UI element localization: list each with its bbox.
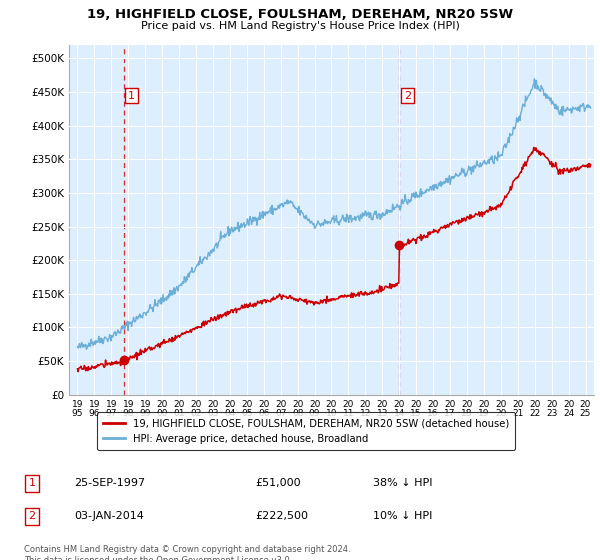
Text: 2: 2 [404, 91, 411, 101]
Text: 2: 2 [29, 511, 35, 521]
Text: 1: 1 [29, 478, 35, 488]
Text: 03-JAN-2014: 03-JAN-2014 [74, 511, 144, 521]
Text: Price paid vs. HM Land Registry's House Price Index (HPI): Price paid vs. HM Land Registry's House … [140, 21, 460, 31]
Text: £51,000: £51,000 [255, 478, 301, 488]
Legend: 19, HIGHFIELD CLOSE, FOULSHAM, DEREHAM, NR20 5SW (detached house), HPI: Average : 19, HIGHFIELD CLOSE, FOULSHAM, DEREHAM, … [97, 413, 515, 450]
Text: 10% ↓ HPI: 10% ↓ HPI [373, 511, 433, 521]
Text: 1: 1 [128, 91, 135, 101]
Text: 38% ↓ HPI: 38% ↓ HPI [373, 478, 433, 488]
Text: Contains HM Land Registry data © Crown copyright and database right 2024.
This d: Contains HM Land Registry data © Crown c… [24, 545, 350, 560]
Text: £222,500: £222,500 [255, 511, 308, 521]
Text: 19, HIGHFIELD CLOSE, FOULSHAM, DEREHAM, NR20 5SW: 19, HIGHFIELD CLOSE, FOULSHAM, DEREHAM, … [87, 8, 513, 21]
Text: 25-SEP-1997: 25-SEP-1997 [74, 478, 146, 488]
